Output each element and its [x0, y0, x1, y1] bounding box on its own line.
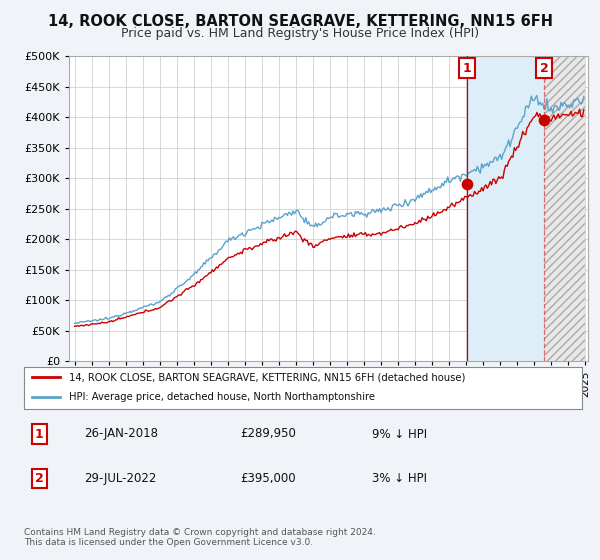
Point: [539, 115, 549, 124]
Text: 26-JAN-2018: 26-JAN-2018: [84, 427, 158, 441]
Text: Price paid vs. HM Land Registry's House Price Index (HPI): Price paid vs. HM Land Registry's House …: [121, 27, 479, 40]
Text: HPI: Average price, detached house, North Northamptonshire: HPI: Average price, detached house, Nort…: [68, 392, 374, 402]
Text: 3% ↓ HPI: 3% ↓ HPI: [372, 472, 427, 486]
Text: Contains HM Land Registry data © Crown copyright and database right 2024.
This d: Contains HM Land Registry data © Crown c…: [24, 528, 376, 547]
Text: 14, ROOK CLOSE, BARTON SEAGRAVE, KETTERING, NN15 6FH: 14, ROOK CLOSE, BARTON SEAGRAVE, KETTERI…: [47, 14, 553, 29]
Text: £395,000: £395,000: [240, 472, 296, 486]
Text: 1: 1: [463, 62, 472, 74]
Bar: [467, 56, 544, 361]
Text: 29-JUL-2022: 29-JUL-2022: [84, 472, 157, 486]
Text: 14, ROOK CLOSE, BARTON SEAGRAVE, KETTERING, NN15 6FH (detached house): 14, ROOK CLOSE, BARTON SEAGRAVE, KETTERI…: [68, 372, 465, 382]
Text: 2: 2: [539, 62, 548, 74]
Text: 9% ↓ HPI: 9% ↓ HPI: [372, 427, 427, 441]
Point: [463, 180, 472, 189]
Text: £289,950: £289,950: [240, 427, 296, 441]
Text: 1: 1: [35, 427, 43, 441]
Text: 2: 2: [35, 472, 43, 486]
Bar: [544, 56, 585, 361]
